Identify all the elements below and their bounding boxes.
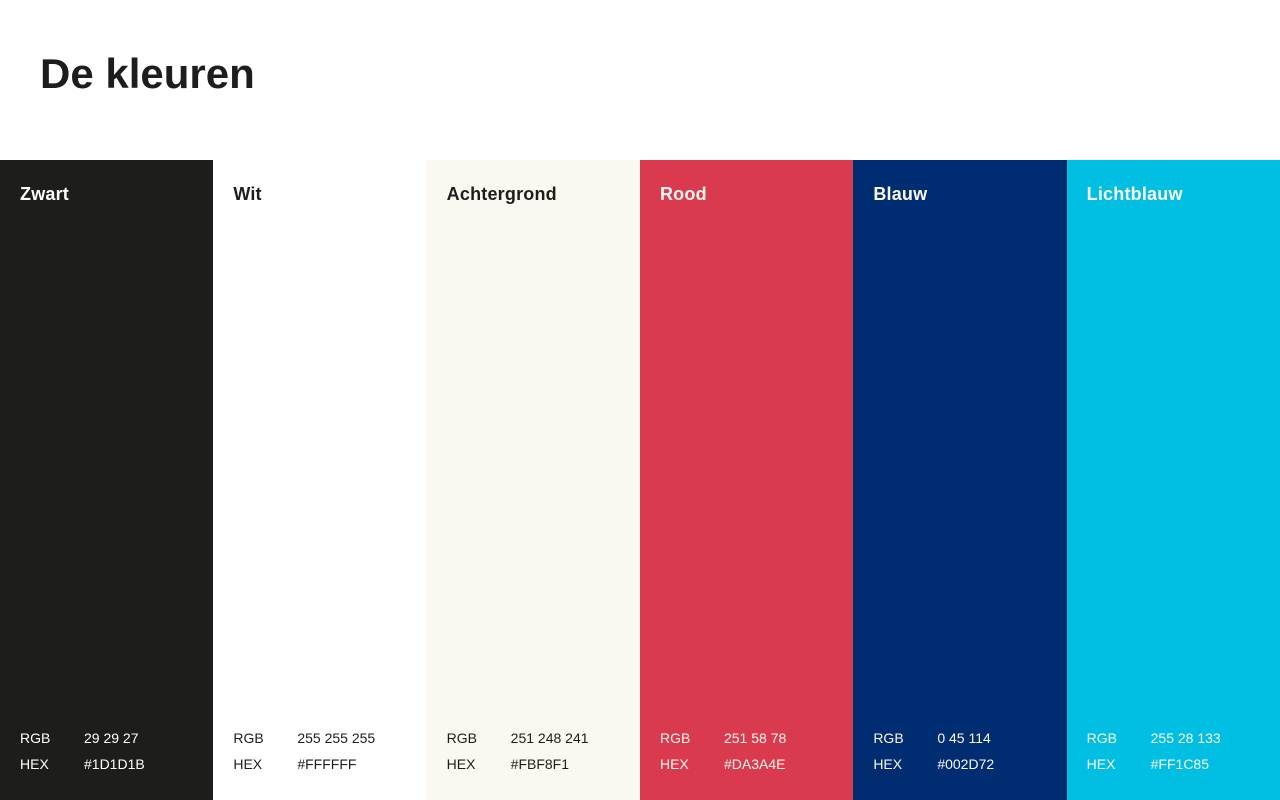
color-swatch: Rood RGB251 58 78HEX#DA3A4E [640, 160, 853, 800]
hex-value: #FF1C85 [1151, 751, 1260, 778]
swatch-meta: RGB255 28 133HEX#FF1C85 [1087, 725, 1260, 778]
rgb-value: 29 29 27 [84, 725, 193, 752]
rgb-label: RGB [660, 725, 724, 752]
hex-value: #1D1D1B [84, 751, 193, 778]
color-swatch: Zwart RGB29 29 27HEX#1D1D1B [0, 160, 213, 800]
swatch-name: Lichtblauw [1087, 184, 1260, 205]
swatch-name: Achtergrond [447, 184, 620, 205]
swatch-meta: RGB0 45 114HEX#002D72 [873, 725, 1046, 778]
swatch-meta: RGB251 58 78HEX#DA3A4E [660, 725, 833, 778]
hex-value: #FBF8F1 [511, 751, 620, 778]
rgb-value: 0 45 114 [937, 725, 1046, 752]
swatch-name: Blauw [873, 184, 1046, 205]
color-swatch: Blauw RGB0 45 114HEX#002D72 [853, 160, 1066, 800]
hex-label: HEX [447, 751, 511, 778]
hex-label: HEX [20, 751, 84, 778]
rgb-label: RGB [233, 725, 297, 752]
color-swatch: Achtergrond RGB251 248 241HEX#FBF8F1 [427, 160, 640, 800]
color-swatch: Wit RGB255 255 255HEX#FFFFFF [213, 160, 426, 800]
swatch-meta: RGB251 248 241HEX#FBF8F1 [447, 725, 620, 778]
hex-label: HEX [873, 751, 937, 778]
rgb-value: 255 255 255 [297, 725, 406, 752]
hex-value: #FFFFFF [297, 751, 406, 778]
hex-label: HEX [233, 751, 297, 778]
page-title: De kleuren [0, 0, 1280, 98]
swatch-meta: RGB255 255 255HEX#FFFFFF [233, 725, 406, 778]
swatch-row: ZwartRGB29 29 27HEX#1D1D1BWitRGB255 255 … [0, 160, 1280, 800]
rgb-label: RGB [1087, 725, 1151, 752]
swatch-name: Zwart [20, 184, 193, 205]
hex-value: #002D72 [937, 751, 1046, 778]
hex-label: HEX [660, 751, 724, 778]
rgb-value: 255 28 133 [1151, 725, 1260, 752]
rgb-label: RGB [20, 725, 84, 752]
swatch-meta: RGB29 29 27HEX#1D1D1B [20, 725, 193, 778]
rgb-label: RGB [873, 725, 937, 752]
hex-value: #DA3A4E [724, 751, 833, 778]
rgb-value: 251 58 78 [724, 725, 833, 752]
rgb-label: RGB [447, 725, 511, 752]
hex-label: HEX [1087, 751, 1151, 778]
swatch-name: Wit [233, 184, 406, 205]
swatch-name: Rood [660, 184, 833, 205]
rgb-value: 251 248 241 [511, 725, 620, 752]
color-swatch: Lichtblauw RGB255 28 133HEX#FF1C85 [1067, 160, 1280, 800]
